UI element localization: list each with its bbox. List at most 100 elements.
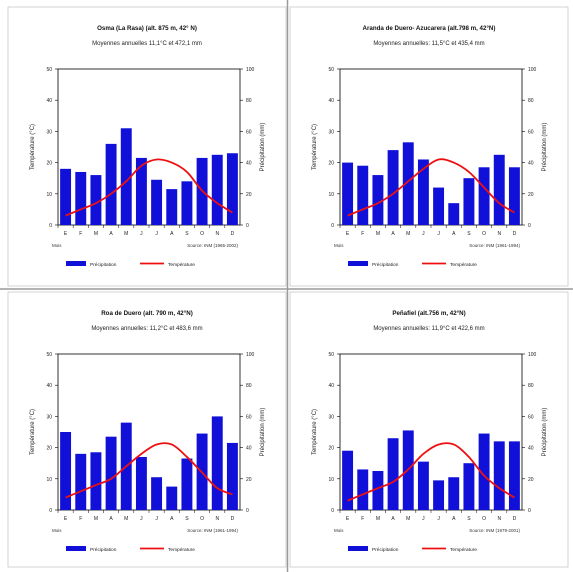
x-tick-label: A	[391, 231, 395, 237]
climate-chart-4: Peñafiel (alt.756 m, 42°N) Moyennes annue…	[289, 291, 569, 568]
x-tick-label: F	[361, 231, 364, 237]
x-tick-label: E	[346, 231, 350, 237]
x-tick-label: A	[109, 516, 113, 522]
x-tick-label: A	[170, 231, 174, 237]
x-tick-label: O	[482, 231, 486, 237]
y2-tick-label: 0	[246, 508, 249, 514]
legend-precipitation-label: Précipitation	[90, 547, 117, 553]
precipitation-bar	[181, 181, 193, 225]
temperature-line	[65, 158, 233, 217]
chart-frame	[7, 291, 287, 568]
temperature-line	[347, 158, 515, 217]
source-right: Source: INM (1979-2001)	[469, 528, 520, 533]
chart-title: Aranda de Duero- Azucarera (alt.798 m, 4…	[363, 25, 496, 32]
y2-tick-label: 60	[246, 414, 252, 420]
x-tick-label: O	[200, 516, 204, 522]
y2-tick-label: 100	[246, 352, 255, 358]
x-tick-label: D	[513, 516, 517, 522]
y2-tick-label: 20	[246, 192, 252, 198]
y2-tick-label: 0	[528, 508, 531, 514]
temperature-line	[65, 442, 233, 499]
x-tick-label: M	[94, 516, 98, 522]
x-tick-label: J	[437, 231, 440, 237]
x-tick-label: J	[422, 516, 425, 522]
precipitation-bar	[508, 441, 520, 510]
chart-frame	[7, 6, 287, 287]
chart-subtitle: Moyennes annuelles 11,1°C et 472,1 mm	[92, 41, 202, 47]
precipitation-bar	[357, 165, 369, 225]
x-tick-label: E	[346, 516, 350, 522]
y2-axis-label: Précipitation (mm)	[260, 123, 266, 172]
y-tick-label: 30	[46, 129, 52, 135]
x-tick-label: M	[406, 516, 410, 522]
x-tick-label: N	[215, 231, 219, 237]
y-tick-label: 50	[328, 67, 334, 73]
precipitation-bar	[211, 416, 223, 510]
y2-tick-label: 40	[528, 161, 534, 167]
x-tick-label: A	[452, 516, 456, 522]
precipitation-bar	[372, 175, 384, 225]
y2-tick-label: 100	[528, 352, 537, 358]
precipitation-bar	[181, 458, 193, 510]
precipitation-bar	[342, 162, 354, 225]
precipitation-bar	[387, 438, 399, 510]
legend-precipitation-swatch	[66, 546, 86, 551]
y2-axis-label: Précipitation (mm)	[260, 408, 266, 457]
source-right: Source: INM (1965-2002)	[187, 243, 238, 248]
precipitation-bar	[448, 477, 460, 510]
x-tick-label: J	[155, 516, 158, 522]
precipitation-bar	[75, 453, 87, 510]
y-tick-label: 50	[46, 352, 52, 358]
precipitation-bar	[433, 480, 445, 510]
y-tick-label: 20	[46, 161, 52, 167]
precipitation-bar	[448, 203, 460, 225]
precipitation-bar	[433, 187, 445, 225]
y-tick-label: 0	[49, 223, 52, 229]
y2-tick-label: 60	[246, 129, 252, 135]
y2-tick-label: 0	[528, 223, 531, 229]
y-tick-label: 20	[328, 446, 334, 452]
x-tick-label: F	[79, 231, 82, 237]
climate-chart-1: Osma (La Rasa) (alt. 875 m, 42° N) Moyenn…	[7, 6, 287, 287]
x-tick-label: E	[64, 231, 68, 237]
x-tick-label: J	[155, 231, 158, 237]
y-tick-label: 40	[46, 98, 52, 104]
precipitation-bar	[90, 452, 102, 510]
chart-subtitle: Moyennes annuelles: 11,2°C et 483,6 mm	[91, 326, 202, 332]
precipitation-bar	[478, 167, 490, 225]
x-tick-label: J	[437, 516, 440, 522]
y2-tick-label: 40	[528, 446, 534, 452]
y-tick-label: 10	[328, 477, 334, 483]
climate-chart-3: Roa de Duero (alt. 790 m, 42°N) Moyennes …	[7, 291, 287, 568]
legend-temperature-label: Température	[168, 262, 195, 268]
x-tick-label: N	[497, 231, 501, 237]
chart-title: Roa de Duero (alt. 790 m, 42°N)	[101, 310, 193, 317]
precipitation-bar	[90, 175, 102, 225]
legend-precipitation-label: Précipitation	[372, 547, 399, 553]
chart-title: Peñafiel (alt.756 m, 42°N)	[392, 310, 465, 317]
precipitation-bar	[226, 153, 238, 225]
y-tick-label: 40	[328, 98, 334, 104]
y-tick-label: 0	[49, 508, 52, 514]
x-tick-label: J	[140, 516, 143, 522]
precipitation-bar	[387, 150, 399, 225]
x-tick-label: F	[361, 516, 364, 522]
x-tick-label: S	[185, 231, 189, 237]
x-tick-label: M	[406, 231, 410, 237]
y2-tick-label: 100	[528, 67, 537, 73]
y-tick-label: 0	[331, 223, 334, 229]
precipitation-bar	[151, 179, 163, 225]
precipitation-bar	[508, 167, 520, 225]
x-tick-label: M	[376, 516, 380, 522]
precipitation-bar	[105, 436, 117, 510]
precipitation-bar	[166, 486, 178, 510]
x-tick-label: J	[422, 231, 425, 237]
x-tick-label: D	[513, 231, 517, 237]
chart-frame	[289, 291, 569, 568]
y-tick-label: 0	[331, 508, 334, 514]
legend-precipitation-swatch	[348, 546, 368, 551]
climate-chart-2: Aranda de Duero- Azucarera (alt.798 m, 4…	[289, 6, 569, 287]
chart-title: Osma (La Rasa) (alt. 875 m, 42° N)	[97, 25, 197, 32]
y2-tick-label: 60	[528, 129, 534, 135]
